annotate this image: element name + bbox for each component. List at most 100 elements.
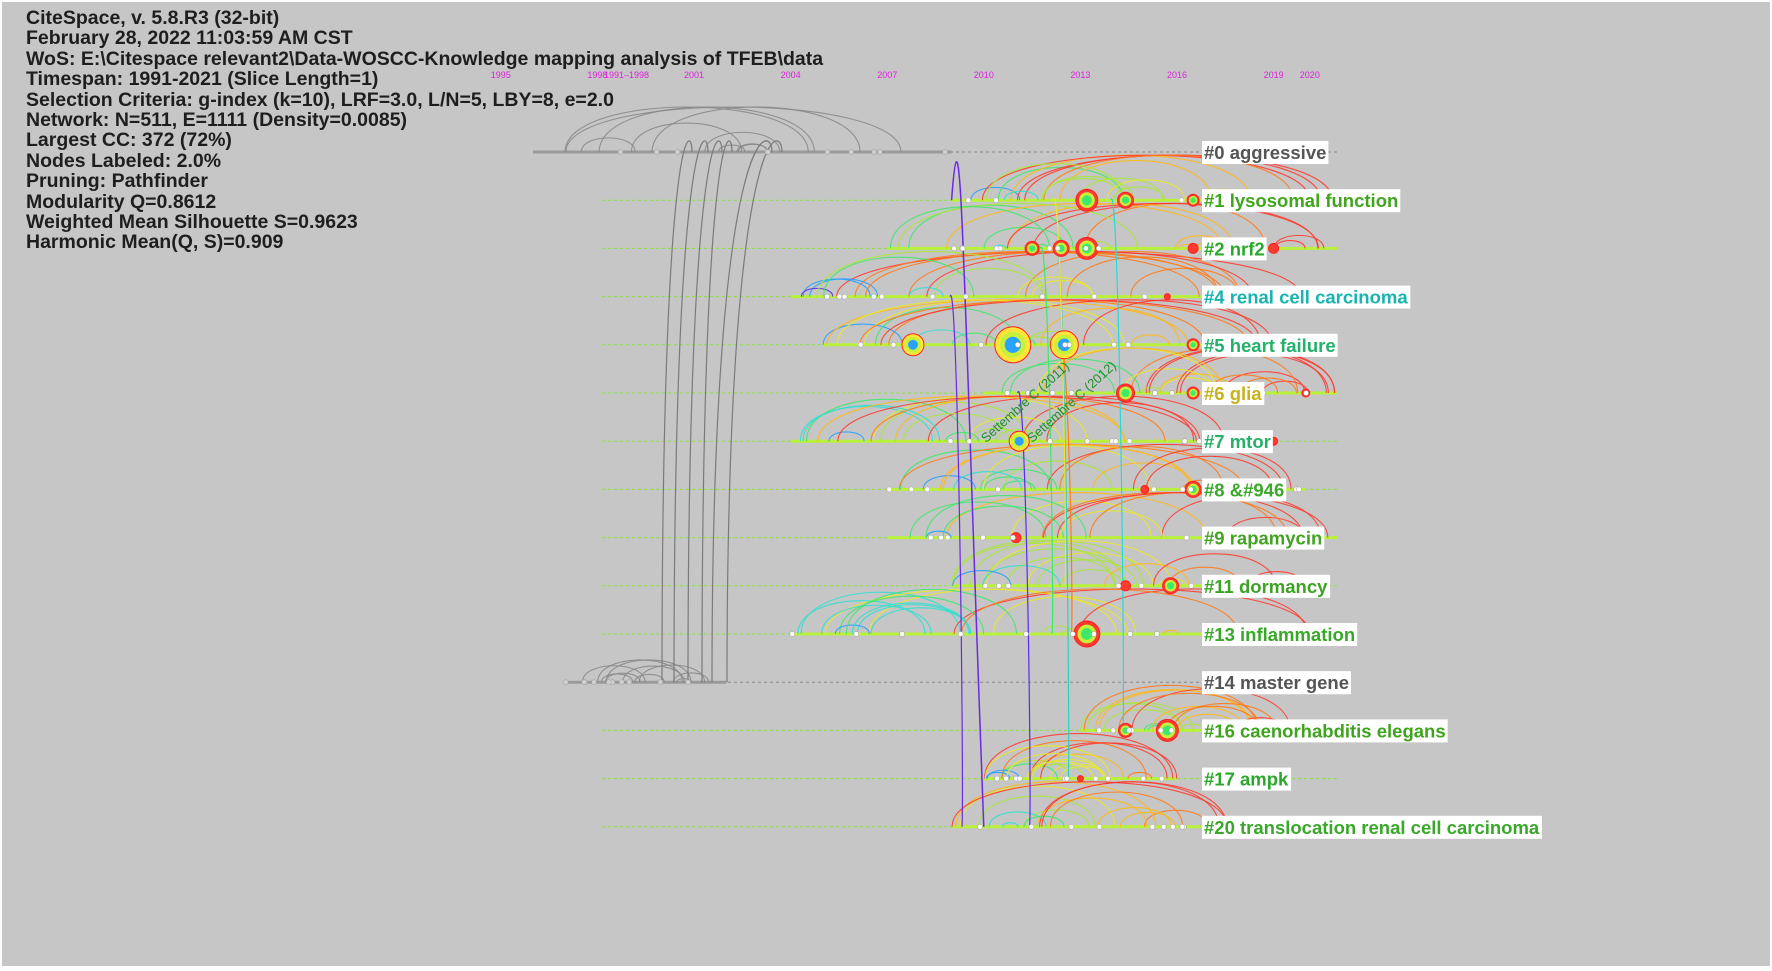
citation-node-small xyxy=(965,197,972,203)
citation-node xyxy=(901,333,925,357)
citation-arc xyxy=(816,251,1046,297)
cross-cluster-arc xyxy=(949,294,964,827)
cluster-label-4[interactable]: #4 renal cell carcinoma xyxy=(1202,285,1411,309)
citation-arc xyxy=(1060,569,1124,586)
citation-node-small xyxy=(1095,245,1102,252)
citation-arc xyxy=(823,256,975,297)
citation-node-small xyxy=(1115,583,1122,589)
citation-node-small xyxy=(653,149,660,155)
cluster-label-8[interactable]: #8 &#946 xyxy=(1202,478,1287,502)
citation-arc xyxy=(1008,202,1234,249)
citation-arc xyxy=(1001,822,1019,827)
citation-node-small xyxy=(1188,486,1194,493)
citation-arc xyxy=(1040,307,1181,345)
citation-arc xyxy=(988,811,1047,827)
citation-node-small xyxy=(1028,824,1035,830)
citation-node-small xyxy=(789,631,795,637)
citation-arc xyxy=(977,795,1096,827)
info-line-largest-cc: Largest CC: 372 (72%) xyxy=(26,129,232,152)
cluster-label-1[interactable]: #1 lysosomal function xyxy=(1202,189,1401,213)
citation-node-small xyxy=(1127,631,1133,637)
citation-arc xyxy=(908,204,1074,249)
citation-node xyxy=(1076,775,1084,783)
citation-node xyxy=(1186,338,1200,352)
citation-node-small xyxy=(1168,727,1175,734)
citation-arc xyxy=(834,624,870,635)
info-line-nodes-labeled: Nodes Labeled: 2.0% xyxy=(26,149,222,172)
citation-arc xyxy=(581,665,646,683)
cluster-label-13[interactable]: #13 inflammation xyxy=(1202,623,1358,646)
cluster-label-20[interactable]: #20 translocation renal cell carcinoma xyxy=(1202,815,1542,839)
citation-arc xyxy=(981,154,1311,201)
citation-node-small xyxy=(1183,534,1190,541)
citation-node-small xyxy=(1039,293,1046,300)
citation-arc xyxy=(1104,563,1190,586)
cross-cluster-arc xyxy=(726,140,783,683)
citation-node-small xyxy=(994,775,1000,782)
citation-arc xyxy=(1006,753,1103,779)
year-label: 2013 xyxy=(1070,70,1090,80)
citation-arc xyxy=(845,588,1017,635)
citation-arc xyxy=(1001,740,1147,779)
citation-node xyxy=(1187,242,1199,254)
citation-arc xyxy=(1059,446,1224,490)
citation-node-small xyxy=(1188,583,1195,589)
citation-arc xyxy=(821,604,932,635)
citation-arc xyxy=(1163,629,1179,635)
citation-node-small xyxy=(1138,583,1145,589)
citation-node-small xyxy=(1062,342,1068,348)
citation-arc xyxy=(880,299,1258,345)
cluster-label-0[interactable]: #0 aggressive xyxy=(1202,141,1329,164)
citation-arc xyxy=(1009,358,1141,394)
citation-node-small xyxy=(1160,824,1167,830)
citation-node-small xyxy=(1296,486,1302,493)
cluster-label-box xyxy=(1202,719,1448,743)
citation-arc xyxy=(1036,797,1148,827)
cluster-label-16[interactable]: #16 caenorhabditis elegans xyxy=(1202,719,1448,743)
citation-arc xyxy=(1130,267,1240,297)
citation-node-small xyxy=(1112,438,1119,444)
citation-arc xyxy=(597,659,683,683)
citation-arc xyxy=(634,673,665,683)
citation-node-small xyxy=(947,438,954,444)
cross-cluster-arc xyxy=(1052,197,1067,586)
citation-node-small xyxy=(618,679,625,685)
citation-arc xyxy=(942,505,1064,538)
citation-node-small xyxy=(1182,438,1188,444)
citation-node-small xyxy=(1126,727,1133,734)
citation-node-small xyxy=(980,534,986,541)
cluster-label-11[interactable]: #11 dormancy xyxy=(1202,574,1331,598)
citation-node-small xyxy=(606,679,612,685)
citation-arc xyxy=(942,443,1191,490)
cluster-label-box xyxy=(1202,382,1265,405)
cluster-label-14[interactable]: #14 master gene xyxy=(1202,671,1352,695)
citation-node-small xyxy=(1158,775,1165,782)
citation-node xyxy=(1163,293,1171,301)
cluster-label-9[interactable]: #9 rapamycin xyxy=(1202,526,1325,550)
cluster-label-text: #20 translocation renal cell carcinoma xyxy=(1204,817,1540,838)
citation-node-small xyxy=(1017,775,1023,782)
citation-node-small xyxy=(848,149,855,155)
citation-arc xyxy=(1079,588,1308,635)
citation-arc xyxy=(622,665,685,683)
citation-arc xyxy=(1043,154,1294,201)
citation-node xyxy=(1186,386,1200,400)
citation-node-small xyxy=(1110,727,1116,734)
citation-arc xyxy=(565,106,902,153)
year-label: 2010 xyxy=(974,70,994,80)
citation-arc xyxy=(1092,462,1195,490)
citation-node-small xyxy=(765,149,771,155)
cluster-label-17[interactable]: #17 ampk xyxy=(1202,767,1292,791)
citation-node-small xyxy=(1010,534,1016,541)
cluster-label-6[interactable]: #6 glia xyxy=(1202,382,1265,405)
citation-arc xyxy=(851,602,971,635)
cluster-label-text: #11 dormancy xyxy=(1204,576,1328,597)
citation-node-small xyxy=(951,245,957,252)
citation-node-small xyxy=(841,293,848,300)
cluster-label-2[interactable]: #2 nrf2 xyxy=(1202,237,1267,261)
cluster-label-5[interactable]: #5 heart failure xyxy=(1202,333,1338,357)
cluster-label-7[interactable]: #7 mtor xyxy=(1202,430,1273,454)
citation-arc xyxy=(865,251,1226,297)
